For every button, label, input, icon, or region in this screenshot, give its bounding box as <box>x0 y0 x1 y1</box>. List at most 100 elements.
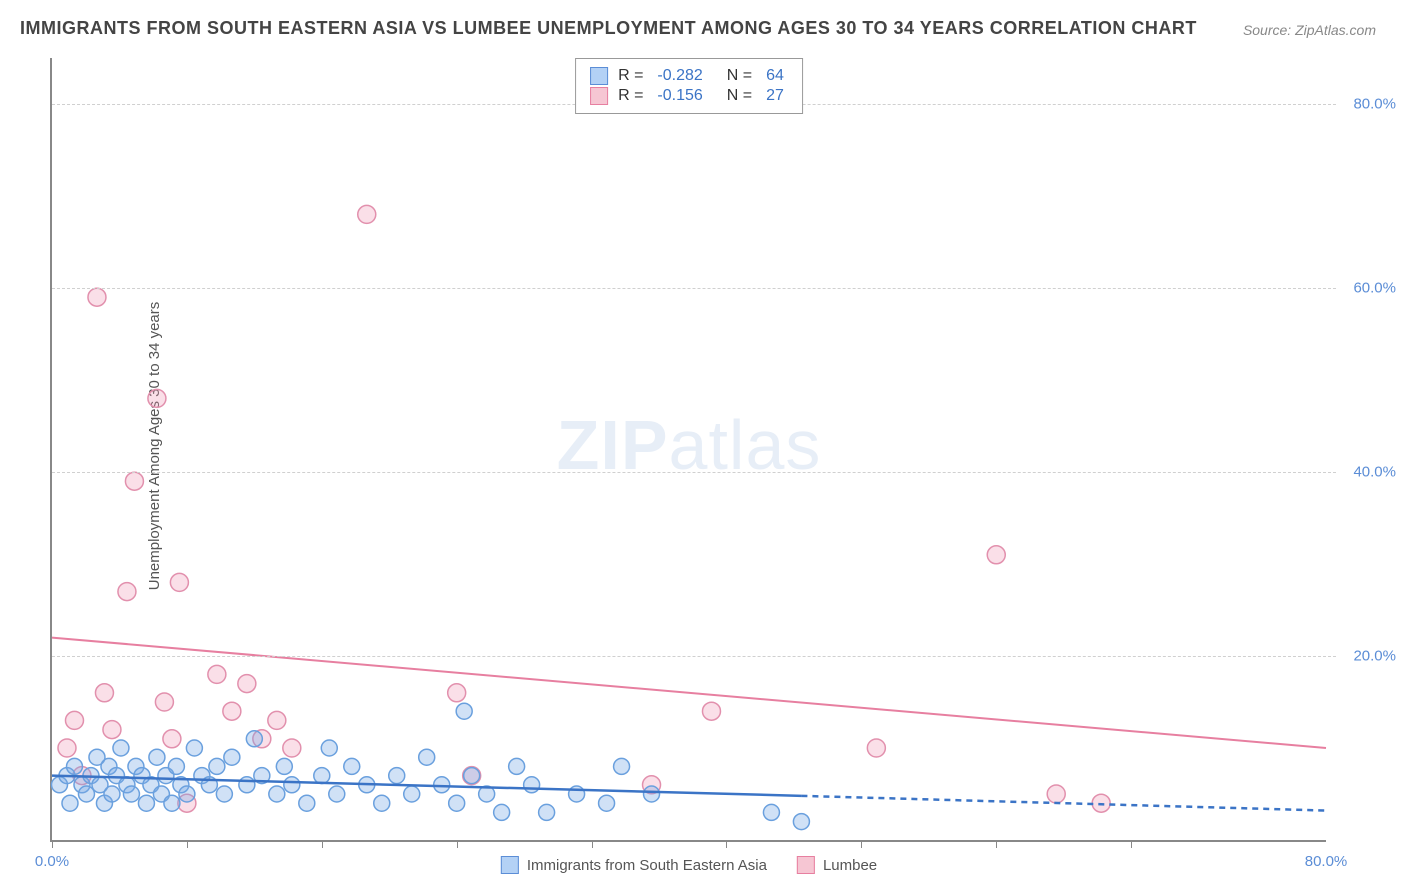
data-point <box>138 795 154 811</box>
data-point <box>66 758 82 774</box>
data-point <box>123 786 139 802</box>
data-point <box>170 573 188 591</box>
data-point <box>344 758 360 774</box>
data-point <box>314 768 330 784</box>
data-point <box>494 804 510 820</box>
x-tick <box>726 840 727 848</box>
data-point <box>389 768 405 784</box>
data-point <box>179 786 195 802</box>
data-point <box>614 758 630 774</box>
data-point <box>702 702 720 720</box>
data-point <box>168 758 184 774</box>
data-point <box>449 795 465 811</box>
trend-line <box>52 638 1326 748</box>
data-point <box>118 583 136 601</box>
data-point <box>539 804 555 820</box>
x-tick <box>996 840 997 848</box>
y-tick-label: 60.0% <box>1353 280 1396 297</box>
data-point <box>224 749 240 765</box>
data-point <box>524 777 540 793</box>
r-value-a: -0.282 <box>657 67 702 85</box>
x-axis-max-label: 80.0% <box>1305 853 1348 870</box>
data-point <box>404 786 420 802</box>
r-label: R = <box>618 67 643 85</box>
data-point <box>149 749 165 765</box>
data-point <box>284 777 300 793</box>
data-point <box>164 795 180 811</box>
swatch-a <box>590 67 608 85</box>
data-point <box>599 795 615 811</box>
x-tick <box>322 840 323 848</box>
x-tick <box>52 840 53 848</box>
data-point <box>374 795 390 811</box>
y-tick-label: 80.0% <box>1353 96 1396 113</box>
data-point <box>125 472 143 490</box>
data-point <box>464 768 480 784</box>
n-value-a: 64 <box>766 67 784 85</box>
x-tick <box>592 840 593 848</box>
data-point <box>58 739 76 757</box>
data-point <box>321 740 337 756</box>
gridline <box>52 656 1336 657</box>
data-point <box>155 693 173 711</box>
legend-item-a: Immigrants from South Eastern Asia <box>501 856 767 874</box>
data-point <box>419 749 435 765</box>
data-point <box>987 546 1005 564</box>
data-point <box>867 739 885 757</box>
data-point <box>238 675 256 693</box>
data-point <box>246 731 262 747</box>
series-b-name: Lumbee <box>823 857 877 874</box>
x-axis-min-label: 0.0% <box>35 853 69 870</box>
gridline <box>52 288 1336 289</box>
n-value-b: 27 <box>766 87 784 105</box>
x-tick <box>1131 840 1132 848</box>
swatch-b <box>590 87 608 105</box>
data-point <box>358 205 376 223</box>
data-point <box>95 684 113 702</box>
data-point <box>209 758 225 774</box>
data-point <box>208 665 226 683</box>
data-point <box>644 786 660 802</box>
data-point <box>329 786 345 802</box>
data-point <box>163 730 181 748</box>
data-point <box>268 711 286 729</box>
series-a-name: Immigrants from South Eastern Asia <box>527 857 767 874</box>
data-point <box>763 804 779 820</box>
data-point <box>448 684 466 702</box>
swatch-b-bottom <box>797 856 815 874</box>
data-point <box>104 786 120 802</box>
data-point <box>276 758 292 774</box>
data-point <box>103 721 121 739</box>
scatter-svg <box>52 58 1326 840</box>
x-tick <box>187 840 188 848</box>
data-point <box>186 740 202 756</box>
data-point <box>148 389 166 407</box>
x-tick <box>457 840 458 848</box>
gridline <box>52 472 1336 473</box>
data-point <box>456 703 472 719</box>
data-point <box>113 740 129 756</box>
data-point <box>239 777 255 793</box>
r-value-b: -0.156 <box>657 87 702 105</box>
legend-item-b: Lumbee <box>797 856 877 874</box>
series-legend: Immigrants from South Eastern Asia Lumbe… <box>501 856 877 874</box>
swatch-a-bottom <box>501 856 519 874</box>
chart-plot-area: ZIPatlas R = -0.282 N = 64 R = -0.156 N … <box>50 58 1326 842</box>
legend-row-b: R = -0.156 N = 27 <box>590 87 788 105</box>
data-point <box>223 702 241 720</box>
chart-title: IMMIGRANTS FROM SOUTH EASTERN ASIA VS LU… <box>20 18 1197 39</box>
data-point <box>299 795 315 811</box>
data-point <box>62 795 78 811</box>
data-point <box>509 758 525 774</box>
n-label: N = <box>727 87 752 105</box>
data-point <box>216 786 232 802</box>
y-tick-label: 40.0% <box>1353 464 1396 481</box>
y-tick-label: 20.0% <box>1353 648 1396 665</box>
source-label: Source: ZipAtlas.com <box>1243 22 1376 38</box>
data-point <box>88 288 106 306</box>
data-point <box>269 786 285 802</box>
data-point <box>65 711 83 729</box>
data-point <box>283 739 301 757</box>
data-point <box>1047 785 1065 803</box>
r-label: R = <box>618 87 643 105</box>
